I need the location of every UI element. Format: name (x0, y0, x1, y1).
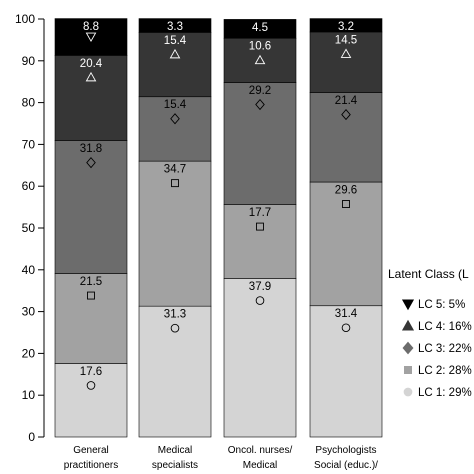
data-label: 21.4 (335, 95, 358, 107)
category-label: Medical (243, 460, 277, 471)
data-label: 31.8 (80, 143, 102, 155)
legend-item: LC 5: 5% (401, 299, 465, 311)
data-label: 17.6 (80, 366, 102, 378)
circle-marker (341, 323, 351, 333)
bar-segment (223, 278, 297, 438)
data-label: 15.4 (164, 99, 187, 111)
circle-marker (86, 381, 96, 390)
square-marker (404, 366, 412, 374)
y-tick-label: 100 (15, 12, 35, 26)
data-label: 15.4 (164, 35, 187, 47)
bar-segment (138, 160, 212, 307)
bar-segment (309, 92, 383, 183)
category-label: specialists (152, 460, 198, 471)
category-labels: General practitioners Medical specialists On… (64, 445, 378, 471)
data-label: 31.4 (335, 308, 358, 320)
bar-segment (309, 18, 383, 33)
data-label: 3.2 (338, 21, 354, 33)
bar-segment (54, 140, 128, 274)
legend: Latent Class (L LC 5: 5% LC 4: 16% LC 3: 2… (388, 267, 472, 399)
bar-segment (223, 204, 297, 279)
triangle-up-marker (85, 71, 97, 82)
legend-label: LC 2: 28% (418, 365, 472, 377)
data-label: 31.3 (164, 309, 186, 321)
y-tick-label: 90 (22, 54, 36, 68)
bar-segment (223, 37, 297, 83)
bar-segment (54, 55, 128, 141)
square-marker (87, 291, 95, 300)
bar-segment (54, 363, 128, 438)
triangle-up-marker (254, 54, 266, 65)
y-tick-label: 40 (22, 263, 36, 277)
y-tick-label: 50 (22, 221, 36, 235)
diamond-marker (255, 98, 265, 111)
legend-item: LC 2: 28% (404, 365, 472, 377)
legend-label: LC 5: 5% (418, 299, 465, 311)
circle-marker (403, 387, 413, 397)
diamond-marker (86, 157, 96, 169)
diamond-marker (341, 108, 351, 121)
circle-marker (170, 323, 180, 333)
bar-segment (223, 82, 297, 205)
category-label: Social (educ.)/ (314, 460, 378, 471)
data-label: 17.7 (249, 207, 271, 219)
y-tick-label: 30 (22, 305, 36, 319)
bar-segment (54, 273, 128, 364)
data-label: 3.3 (167, 21, 183, 33)
bars-group: 17.6 21.5 31.8 20.4 8.8 31.3 34.7 15.4 15.4 3.3 37… (54, 18, 383, 438)
circle-marker (255, 296, 265, 305)
legend-title: Latent Class (L (388, 267, 469, 281)
triangle-up-marker (169, 48, 181, 59)
legend-label: LC 4: 16% (418, 321, 472, 333)
bar-segment (309, 31, 383, 93)
legend-label: LC 1: 29% (418, 387, 472, 399)
bar-segment (309, 305, 383, 438)
y-axis: 0 10 20 30 40 50 60 70 80 90 100 (15, 12, 45, 444)
y-tick-label: 70 (22, 137, 36, 151)
data-label: 8.8 (83, 21, 99, 33)
data-label: 14.5 (335, 34, 357, 46)
data-label: 29.2 (249, 85, 271, 97)
legend-item: LC 3: 22% (402, 341, 472, 355)
legend-item: LC 1: 29% (403, 387, 472, 399)
legend-label: LC 3: 22% (418, 343, 472, 355)
square-marker (171, 179, 179, 188)
category-label: General (73, 445, 109, 456)
data-label: 4.5 (252, 22, 268, 34)
bar-segment (138, 18, 212, 33)
bar-segment (138, 96, 212, 162)
square-marker (342, 200, 350, 208)
data-label: 10.6 (249, 41, 271, 53)
triangle-down-marker (85, 32, 97, 43)
data-label: 29.6 (335, 185, 357, 197)
data-label: 37.9 (249, 281, 271, 293)
y-tick-label: 0 (28, 430, 35, 444)
diamond-marker (402, 341, 414, 355)
bar-segment (138, 305, 212, 438)
bar-segment (223, 19, 297, 39)
data-label: 20.4 (80, 58, 103, 70)
square-marker (256, 222, 264, 231)
diamond-marker (170, 113, 180, 125)
y-tick-label: 20 (22, 346, 36, 360)
triangle-down-marker (401, 299, 415, 311)
triangle-up-marker (401, 319, 415, 331)
triangle-up-marker (340, 48, 352, 58)
y-tick-label: 80 (22, 96, 36, 110)
bar-segment (309, 181, 383, 307)
legend-item: LC 4: 16% (401, 319, 472, 333)
category-label: Psychologists (315, 445, 376, 456)
bar-segment (54, 18, 128, 56)
data-label: 34.7 (164, 164, 186, 176)
category-label: practitioners (64, 460, 118, 471)
y-tick-label: 10 (22, 388, 36, 402)
category-label: Oncol. nurses/ (228, 445, 293, 456)
category-label: Medical (158, 445, 192, 456)
data-label: 21.5 (80, 276, 102, 288)
y-tick-label: 60 (22, 179, 36, 193)
